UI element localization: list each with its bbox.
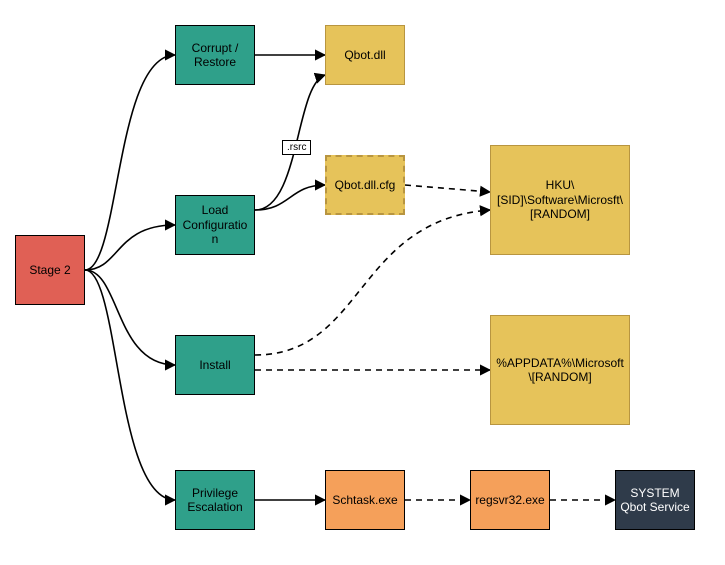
node-stage2: Stage 2: [15, 235, 85, 305]
edge-qbotcfg-hku: [405, 185, 490, 192]
node-label: Stage 2: [29, 263, 70, 277]
node-label: Qbot.dll.cfg: [335, 178, 396, 192]
node-qbotcfg: Qbot.dll.cfg: [325, 155, 405, 215]
node-label: SYSTEM Qbot Service: [620, 486, 690, 515]
edge-install-hku: [255, 210, 490, 355]
node-regsvr: regsvr32.exe: [470, 470, 550, 530]
node-label: Schtask.exe: [332, 493, 397, 507]
node-label: regsvr32.exe: [475, 493, 544, 507]
label-rsrc: .rsrc: [282, 140, 311, 155]
node-label: Qbot.dll: [344, 48, 385, 62]
node-schtask: Schtask.exe: [325, 470, 405, 530]
node-corrupt: Corrupt / Restore: [175, 25, 255, 85]
node-label: Install: [199, 358, 230, 372]
node-qbotdll: Qbot.dll: [325, 25, 405, 85]
edge-stage2-corrupt: [85, 55, 175, 270]
node-loadcfg: Load Configuration: [175, 195, 255, 255]
edge-stage2-privesc: [85, 270, 175, 500]
node-sysqbot: SYSTEM Qbot Service: [615, 470, 695, 530]
node-hku: HKU\[SID]\Software\Microsft\[RANDOM]: [490, 145, 630, 255]
node-privesc: Privilege Escalation: [175, 470, 255, 530]
node-label: Privilege Escalation: [180, 486, 250, 515]
edge-loadcfg-qbotcfg: [255, 185, 325, 210]
node-appdata: %APPDATA%\Microsoft\[RANDOM]: [490, 315, 630, 425]
node-install: Install: [175, 335, 255, 395]
node-label: Corrupt / Restore: [180, 41, 250, 70]
node-label: %APPDATA%\Microsoft\[RANDOM]: [495, 356, 625, 385]
node-label: Load Configuration: [180, 203, 250, 246]
edge-stage2-loadcfg: [85, 225, 175, 270]
node-label: HKU\[SID]\Software\Microsft\[RANDOM]: [495, 178, 625, 221]
edge-stage2-install: [85, 270, 175, 365]
